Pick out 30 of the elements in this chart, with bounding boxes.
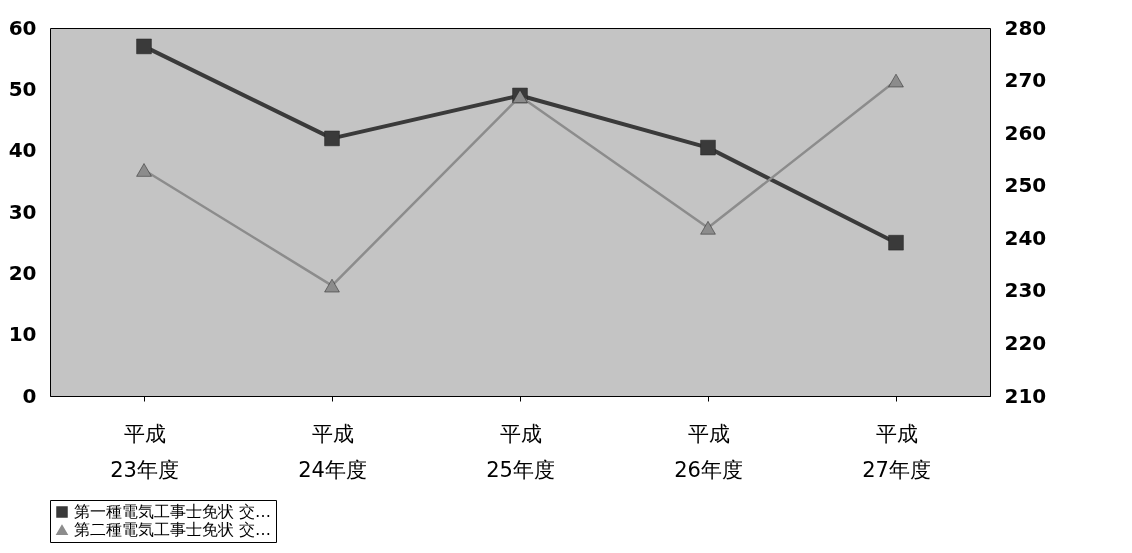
- y-tick-label: 60: [8, 15, 37, 40]
- x-tick-label: 平成 27年度: [862, 421, 931, 482]
- x-tick-label: 平成 26年度: [674, 421, 743, 482]
- y-tick-label: 0: [22, 383, 37, 408]
- point: [136, 163, 152, 177]
- y2-tick-label: 230: [1004, 278, 1047, 303]
- y2-tick-label: 260: [1004, 120, 1047, 145]
- point: [888, 235, 904, 251]
- y-tick-label: 10: [8, 322, 37, 347]
- x-tick-label: 平成 25年度: [486, 421, 555, 482]
- y-tick-label: 50: [8, 76, 37, 101]
- y2-tick-label: 220: [1004, 330, 1047, 355]
- legend-label: 第二種電気工事士免状 交…: [74, 520, 272, 539]
- y2-tick-label: 250: [1004, 173, 1047, 198]
- x-tick-label: 平成 23年度: [110, 421, 179, 482]
- y2-tick-label: 210: [1004, 383, 1047, 408]
- point: [324, 278, 340, 293]
- y2-tick-label: 270: [1004, 68, 1047, 93]
- point: [136, 38, 152, 55]
- y-tick-label: 30: [8, 199, 37, 224]
- point: [700, 139, 716, 156]
- point: [888, 73, 904, 88]
- point: [700, 221, 716, 235]
- legend-label: 第一種電気工事士免状 交…: [74, 502, 272, 521]
- point: [324, 130, 340, 147]
- x-tick-label: 平成 24年度: [298, 421, 367, 482]
- y-tick-label: 20: [8, 260, 37, 285]
- y-tick-label: 40: [8, 138, 37, 163]
- y2-tick-label: 240: [1004, 225, 1047, 250]
- y2-tick-label: 280: [1004, 15, 1047, 40]
